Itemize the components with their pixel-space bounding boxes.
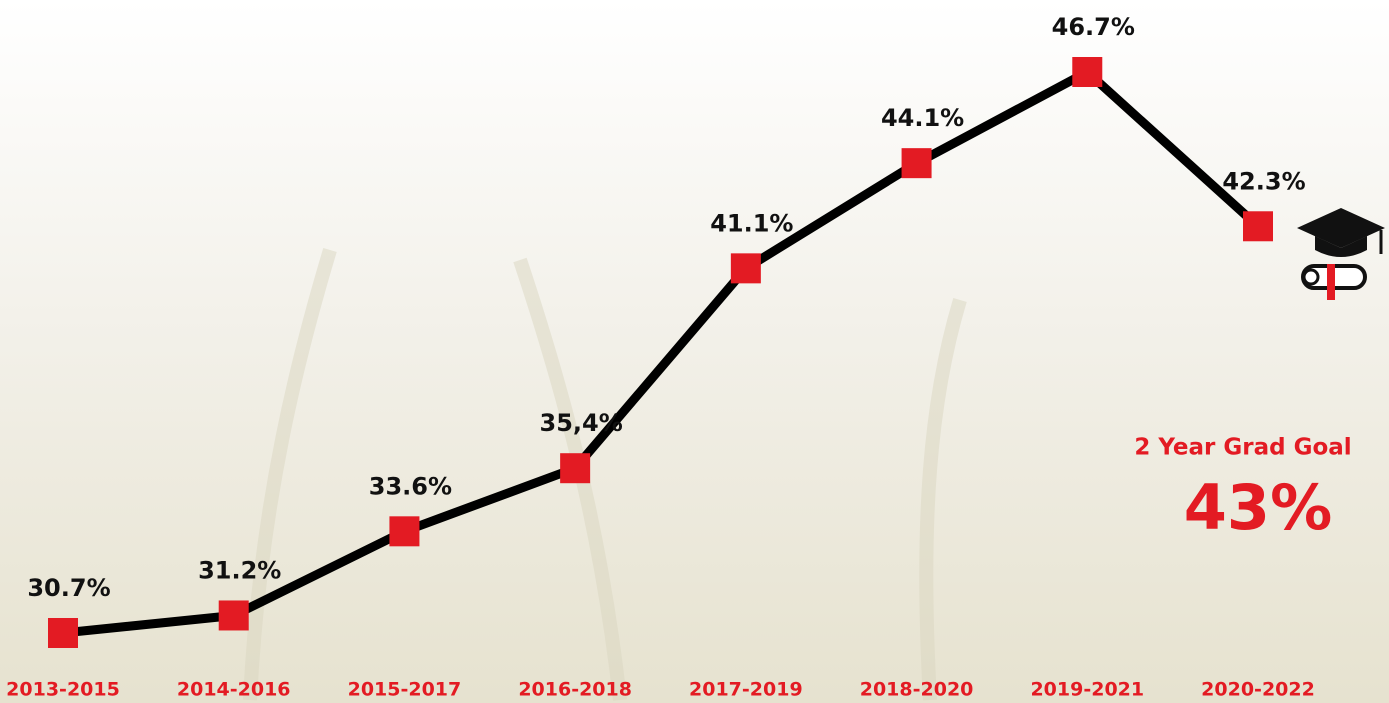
goal-label: 2 Year Grad Goal (1134, 435, 1351, 461)
data-label: 31.2% (198, 556, 281, 584)
marker (901, 148, 932, 179)
x-tick-label: 2019-2021 (1030, 679, 1144, 701)
x-tick-label: 2016-2018 (518, 679, 632, 701)
goal-value: 43% (1184, 471, 1332, 544)
data-label: 33.6% (369, 472, 452, 500)
marker (389, 516, 420, 547)
marker (1072, 57, 1103, 87)
data-label: 35,4% (540, 409, 623, 437)
x-tick-label: 2013-2015 (6, 679, 120, 701)
x-tick-label: 2020-2022 (1201, 679, 1315, 701)
data-label: 42.3% (1222, 167, 1305, 195)
data-label: 41.1% (710, 209, 793, 237)
marker (730, 253, 761, 284)
data-label: 44.1% (881, 104, 964, 132)
marker (218, 600, 249, 631)
graduation-icon (1297, 208, 1385, 300)
data-label: 30.7% (27, 574, 110, 602)
x-tick-label: 2017-2019 (689, 679, 803, 701)
marker (48, 618, 78, 648)
x-tick-label: 2014-2016 (177, 679, 291, 701)
marker (560, 453, 591, 484)
x-tick-label: 2018-2020 (860, 679, 974, 701)
marker (1243, 211, 1273, 242)
line (62, 67, 1262, 638)
data-label: 46.7% (1052, 13, 1135, 41)
x-tick-label: 2015-2017 (348, 679, 462, 701)
